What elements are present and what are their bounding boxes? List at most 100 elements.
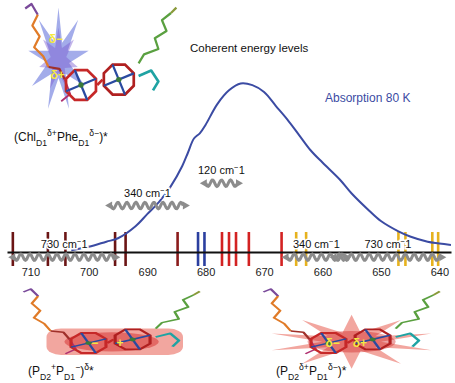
text-part: δ− [328, 362, 338, 372]
charge-label: + [116, 336, 123, 350]
beat-arrow [105, 202, 190, 210]
bond [291, 331, 310, 339]
bond [25, 4, 38, 15]
text-part: δ+ [299, 362, 309, 372]
charge-label: − [91, 336, 98, 350]
bond [139, 13, 171, 63]
arrow-head [282, 253, 289, 261]
beat-arrow [8, 253, 120, 261]
bond [171, 8, 176, 13]
bond [23, 289, 38, 296]
metal [369, 338, 375, 342]
text-part: (P [28, 364, 40, 378]
tick-label: 660 [314, 266, 332, 278]
energy-level [248, 232, 251, 266]
structure-label: (PD2δ+PD1δ−)* [276, 362, 347, 382]
charge-label: δ+ [353, 336, 367, 350]
bond [139, 71, 159, 91]
energy-level [197, 232, 200, 266]
tick-label: 650 [372, 266, 390, 278]
charge-label: δ+ [50, 68, 64, 82]
figure: δ−δ+(ChlD1δ+PheD1δ−)*−+(PD2+PD1−)δ*δ−δ+(… [0, 0, 455, 383]
tick-label: 710 [22, 266, 40, 278]
ring [66, 70, 96, 100]
beat-wave [335, 254, 440, 260]
bond [272, 296, 291, 331]
text-part: δ− [89, 128, 99, 138]
text-part: 340 cm [293, 238, 329, 250]
tick-label: 700 [80, 266, 98, 278]
bond [263, 289, 278, 296]
text-part: δ+ [47, 128, 57, 138]
tick: 670 [255, 252, 273, 278]
arrow-head [8, 253, 15, 261]
energy-level [203, 232, 206, 266]
beat-label: 730 cm−1 [41, 237, 88, 251]
ring-bond [104, 73, 134, 85]
bond [193, 291, 199, 295]
energy-level [12, 232, 15, 266]
text-part: 1 [239, 164, 245, 176]
ring [104, 65, 134, 95]
arrow-head [329, 253, 336, 261]
text-part: D1 [317, 372, 328, 382]
beat-wave [14, 254, 114, 260]
plot-area [13, 83, 451, 266]
charge-glow [47, 329, 184, 355]
molecule [263, 289, 439, 369]
metal [129, 338, 135, 342]
arrow-head [200, 179, 207, 187]
arrow-head [439, 253, 446, 261]
bond [156, 333, 179, 346]
arrow-head [236, 179, 243, 187]
energy-level [114, 232, 117, 266]
beat-label: 340 cm−1 [124, 185, 171, 199]
beat-arrow [200, 179, 243, 187]
bond [32, 296, 51, 331]
beat-wave [288, 254, 345, 260]
text-part: 120 cm [198, 164, 234, 176]
energy-level [235, 232, 238, 266]
ring-bond [113, 65, 125, 95]
beat-arrow [329, 253, 446, 261]
beat-wave [206, 180, 237, 186]
ring-bond [66, 79, 96, 91]
text-part: 730 cm [41, 238, 77, 250]
structure-label: (PD2+PD1−)δ* [28, 362, 94, 382]
charge-label: δ− [326, 336, 340, 350]
text-part: 730 cm [364, 238, 400, 250]
bond [396, 295, 434, 329]
energy-level [221, 232, 224, 266]
absorption-line [71, 83, 451, 250]
energy-level [280, 232, 283, 266]
tick: 690 [139, 252, 157, 278]
text-part: 1 [82, 238, 88, 250]
beat-label: 120 cm−1 [198, 163, 245, 177]
text-part: Phe [57, 130, 79, 144]
text-part: 1 [334, 238, 340, 250]
text-part: P [309, 364, 317, 378]
series-label: Absorption 80 K [325, 91, 410, 105]
energy-level [176, 232, 179, 266]
charge-glow [308, 331, 396, 353]
ring [71, 333, 106, 353]
bond [32, 15, 48, 67]
text-part: (P [276, 364, 288, 378]
beat-label: 340 cm−1 [293, 237, 340, 251]
molecule [25, 4, 176, 109]
ring-bond [365, 329, 379, 349]
bond [434, 291, 440, 295]
text-part: D2 [288, 372, 299, 382]
tick-label: 680 [197, 266, 215, 278]
energy-level [228, 232, 231, 266]
bond [51, 331, 70, 339]
energy-level [431, 232, 434, 266]
text-part: (Chl [14, 130, 36, 144]
ring-bond [71, 339, 106, 347]
x-axis: 710700690680670660650640 [8, 252, 452, 278]
structure-label: (ChlD1δ+PheD1δ−)* [14, 128, 108, 148]
bond [396, 333, 419, 346]
text-part: D1 [64, 372, 75, 382]
text-part: )* [99, 130, 108, 144]
ring-bond [75, 70, 87, 100]
